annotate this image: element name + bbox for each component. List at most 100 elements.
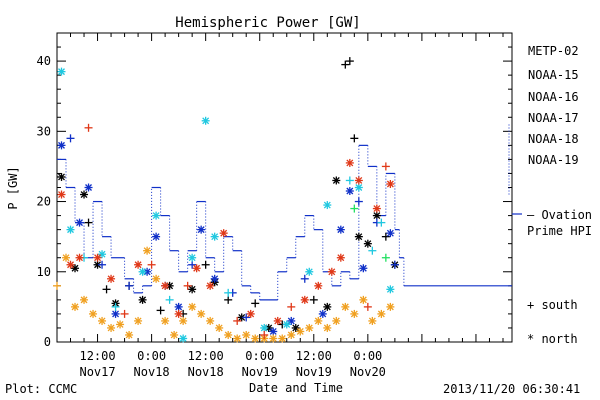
legend-south-marker: + south (527, 298, 578, 312)
noaa-19-north-marker (192, 264, 201, 273)
x-tick-label-date: Nov18 (188, 365, 224, 379)
y-tick-label: 30 (37, 124, 51, 138)
y-tick-label: 40 (37, 54, 51, 68)
noaa-15-south-marker (242, 313, 251, 322)
metp-02-south-marker (201, 260, 210, 269)
noaa-18-north-marker (89, 309, 98, 318)
noaa-17-south-marker (350, 204, 359, 213)
noaa-19-north-marker (66, 260, 75, 269)
legend-north-marker: * north (527, 332, 578, 346)
y-axis: 0 10 20 30 40 (37, 32, 512, 349)
noaa-19-north-marker (336, 253, 345, 262)
noaa-15-north-marker (84, 183, 93, 192)
metp-02-south-marker (350, 134, 359, 143)
y-tick-label: 20 (37, 195, 51, 209)
metp-02-north-marker (93, 260, 102, 269)
noaa-18-north-marker (350, 309, 359, 318)
noaa-18-north-marker (296, 327, 305, 336)
noaa-15-north-marker (75, 218, 84, 227)
chart-title: Hemispheric Power [GW] (175, 15, 360, 31)
noaa-18-north-marker (341, 302, 350, 311)
noaa-19-north-marker (327, 267, 336, 276)
noaa-18-north-marker (80, 295, 89, 304)
metp-02-north-marker (332, 176, 341, 185)
noaa-19-south-marker (363, 302, 372, 311)
metp-02-south-marker (345, 57, 354, 66)
noaa-19-north-marker (134, 260, 143, 269)
noaa-18-north-marker (359, 295, 368, 304)
noaa-18-north-marker (377, 309, 386, 318)
noaa-19-north-marker (386, 179, 395, 188)
noaa-16-north-marker (98, 250, 107, 259)
x-tick-label-date: Nov18 (134, 365, 170, 379)
metp-02-north-marker (138, 295, 147, 304)
y-axis-label: P [GW] (6, 166, 20, 209)
noaa-18-north-marker (287, 330, 296, 339)
noaa-18-north-marker (134, 316, 143, 325)
noaa-18-north-marker (233, 334, 242, 343)
noaa-18-north-marker (152, 274, 161, 283)
noaa-18-north-marker (188, 302, 197, 311)
noaa-18-north-marker (368, 316, 377, 325)
noaa-15-north-marker (269, 327, 278, 336)
noaa-16-north-marker (179, 334, 188, 343)
noaa-16-north-marker (210, 232, 219, 241)
legend-entry-noaa-15: NOAA-15 (528, 68, 579, 82)
noaa-15-south-marker (390, 260, 399, 269)
legend-entry-noaa-16: NOAA-16 (528, 90, 579, 104)
x-tick-label-date: Nov19 (296, 365, 332, 379)
noaa-18-north-marker (323, 323, 332, 332)
noaa-19-north-marker (174, 309, 183, 318)
noaa-16-north-marker (152, 211, 161, 220)
noaa-19-south-marker (260, 330, 269, 339)
noaa-16-north-marker (138, 267, 147, 276)
metp-02-north-marker (57, 172, 66, 181)
noaa-19-south-marker (233, 316, 242, 325)
noaa-16-north-marker (354, 183, 363, 192)
metp-02-south-marker (156, 306, 165, 315)
noaa-19-south-marker (381, 162, 390, 171)
noaa-18-north-marker (332, 316, 341, 325)
noaa-18-south-marker (53, 281, 61, 290)
noaa-19-north-marker (354, 176, 363, 185)
noaa-16-north-marker (386, 285, 395, 294)
noaa-18-north-marker (215, 323, 224, 332)
x-tick-label-date: Nov19 (242, 365, 278, 379)
noaa-19-north-marker (273, 316, 282, 325)
x-tick-label-time: 12:00 (296, 349, 332, 363)
noaa-18-north-marker (269, 334, 278, 343)
noaa-15-south-marker (300, 274, 309, 283)
metp-02-north-marker (363, 239, 372, 248)
noaa-19-south-marker (183, 281, 192, 290)
legend-ovation-label-1: — Ovation (527, 208, 592, 222)
x-tick-label-time: 0:00 (353, 349, 382, 363)
x-tick-label-date: Nov20 (350, 365, 386, 379)
metp-02-south-marker (309, 295, 318, 304)
metp-02-north-marker (71, 264, 80, 273)
noaa-19-north-marker (372, 204, 381, 213)
metp-02-north-marker (291, 323, 300, 332)
plot-border (56, 32, 513, 343)
noaa-15-north-marker (152, 232, 161, 241)
x-tick-label-time: 12:00 (79, 349, 115, 363)
noaa-16-south-marker (165, 295, 174, 304)
noaa-16-south-marker (111, 302, 120, 311)
metp-02-north-marker (80, 190, 89, 199)
noaa-19-north-marker (246, 309, 255, 318)
noaa-19-north-marker (219, 229, 228, 238)
noaa-15-north-marker (336, 225, 345, 234)
x-tick-label-date: Nov17 (79, 365, 115, 379)
noaa-19-north-marker (300, 295, 309, 304)
noaa-19-north-marker (57, 190, 66, 199)
legend-entry-noaa-19: NOAA-19 (528, 153, 579, 167)
metp-02-north-marker (323, 302, 332, 311)
noaa-16-south-marker (368, 246, 377, 255)
noaa-15-north-marker (174, 302, 183, 311)
footer-timestamp: 2013/11/20 06:30:41 (443, 382, 580, 396)
noaa-16-south-marker (224, 288, 233, 297)
noaa-16-south-marker (377, 218, 386, 227)
noaa-19-south-marker (147, 260, 156, 269)
noaa-18-north-marker (125, 330, 134, 339)
metp-02-south-marker (102, 285, 111, 294)
